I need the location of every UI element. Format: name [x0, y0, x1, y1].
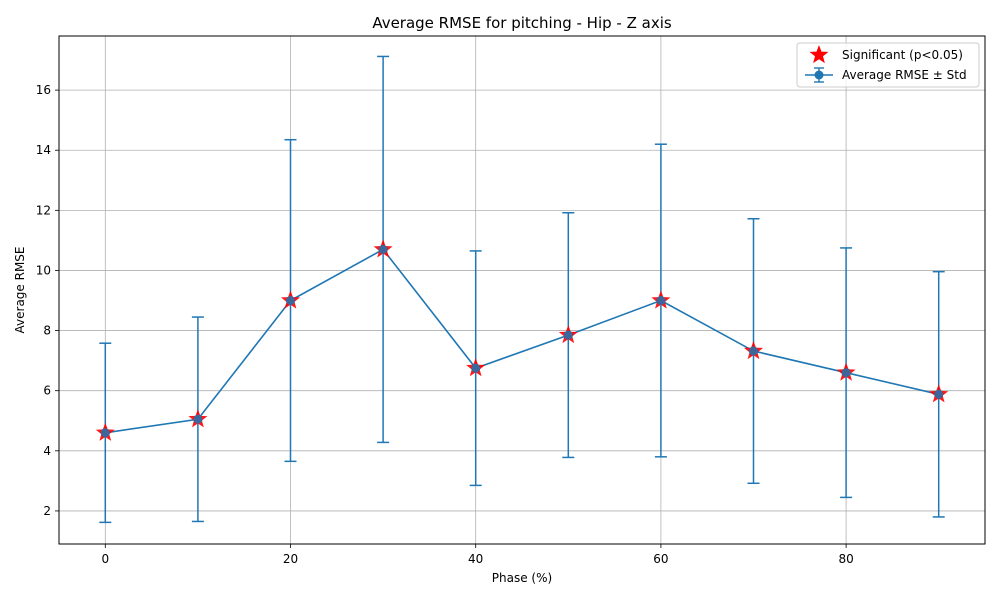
legend-box	[796, 42, 980, 88]
legend-label-series: Average RMSE ± Std	[842, 68, 967, 82]
y-axis-label: Average RMSE	[13, 247, 27, 334]
y-tick-label: 12	[36, 203, 51, 217]
y-tick-label: 16	[36, 83, 51, 97]
data-point-overlay	[378, 244, 388, 254]
y-tick-label: 14	[36, 143, 51, 157]
data-point-overlay	[471, 363, 481, 373]
data-point-overlay	[749, 346, 758, 356]
plot-frame	[58, 35, 986, 545]
x-tick-label: 20	[283, 552, 298, 566]
legend-entry-significant: Significant (p<0.05)	[809, 45, 963, 64]
chart-title: Average RMSE for pitching - Hip - Z axis	[372, 14, 672, 32]
data-point-overlay	[934, 389, 944, 399]
x-tick-label: 80	[838, 552, 853, 566]
y-tick-label: 4	[43, 444, 51, 458]
data-point-overlay	[841, 368, 851, 378]
data-point-overlay	[563, 330, 573, 340]
data-point-overlay	[286, 296, 295, 306]
legend: Significant (p<0.05) Average RMSE ± Std	[796, 42, 980, 88]
y-tick-label: 8	[43, 324, 51, 338]
data-point-overlay	[193, 414, 203, 424]
legend-star-icon	[809, 45, 829, 64]
legend-entry-series: Average RMSE ± Std	[805, 67, 967, 83]
legend-label-significant: Significant (p<0.05)	[842, 48, 963, 62]
error-bars	[99, 55, 945, 524]
data-point-overlay	[656, 296, 666, 306]
x-tick-label: 60	[653, 552, 668, 566]
ticks: 0 20 40 60 80 2 4 6 8 10 12 14 16	[36, 83, 854, 566]
legend-marker-icon	[814, 70, 824, 80]
x-tick-label: 0	[101, 552, 109, 566]
markers	[95, 239, 949, 441]
y-tick-label: 2	[43, 504, 51, 518]
x-tick-label: 40	[468, 552, 483, 566]
x-axis-label: Phase (%)	[492, 571, 552, 585]
series-line	[105, 248, 939, 434]
y-tick-label: 10	[36, 263, 51, 277]
data-point-overlay	[100, 428, 110, 438]
y-tick-label: 6	[43, 384, 51, 398]
